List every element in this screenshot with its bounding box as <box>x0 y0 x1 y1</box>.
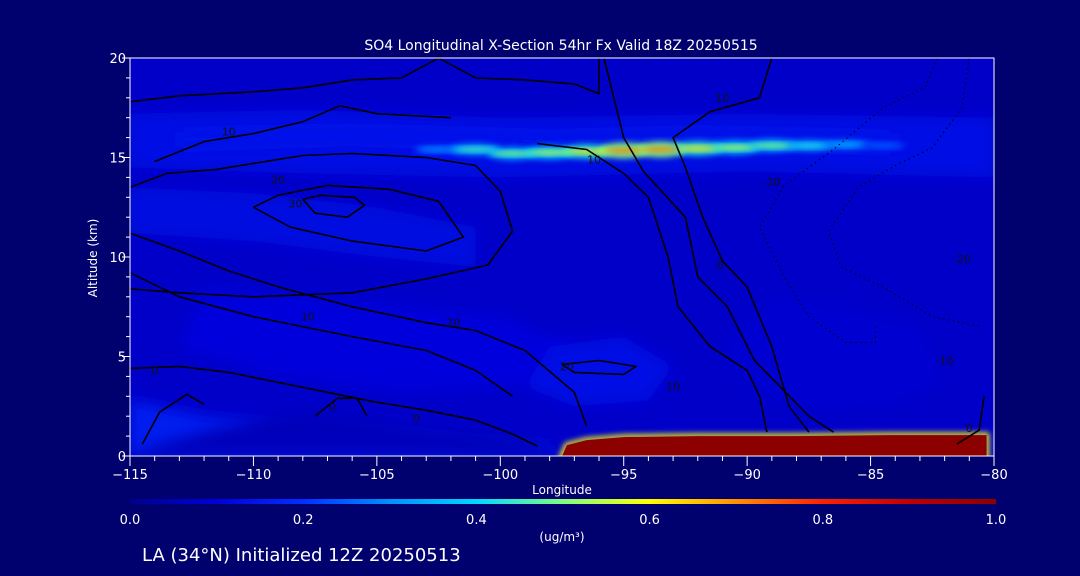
colorbar-tick-label: 0.2 <box>293 513 314 528</box>
y-axis: 0 5 10 15 20 <box>109 52 130 465</box>
colorbar: 0.0 0.2 0.4 0.6 0.8 1.0 (ug/m³) <box>120 499 1007 544</box>
contour-line <box>130 58 600 103</box>
surface-layer-fill <box>562 435 987 456</box>
initialization-footer: LA (34°N) Initialized 12Z 20250513 <box>142 545 461 566</box>
band-core <box>751 143 792 149</box>
x-tick-label: −105 <box>359 468 395 483</box>
x-tick-label: −95 <box>610 468 637 483</box>
colorbar-tick-label: 0.8 <box>812 513 833 528</box>
y-tick-label: 5 <box>118 351 126 366</box>
fill-region <box>179 286 575 393</box>
colorbar-ticks: 0.0 0.2 0.4 0.6 0.8 1.0 <box>120 513 1007 528</box>
x-tick-label: −100 <box>482 468 518 483</box>
band-core <box>455 147 496 152</box>
band-core <box>788 143 829 149</box>
colorbar-bar <box>130 499 996 504</box>
colorbar-units-label: (ug/m³) <box>539 530 584 544</box>
temperature-contours <box>130 58 985 447</box>
contour-label: 20 <box>271 173 285 186</box>
contour-line <box>154 105 451 163</box>
contour-line <box>253 184 465 252</box>
contour-label: 20 <box>446 317 460 330</box>
fill-region <box>525 336 674 407</box>
contour-line <box>141 393 205 445</box>
x-axis-label: Longitude <box>532 483 592 497</box>
contour-label: -10 <box>936 355 954 368</box>
contour-line <box>759 58 938 344</box>
contour-label: 10 <box>716 92 730 105</box>
y-tick-label: 0 <box>118 450 126 465</box>
contour-label: 10 <box>666 380 680 393</box>
fill-region <box>722 296 945 409</box>
x-tick-label: −85 <box>857 468 884 483</box>
contour-label: 20 <box>560 360 574 373</box>
band-core <box>492 151 533 156</box>
fill-region <box>130 187 476 267</box>
contour-label: 10 <box>587 154 601 167</box>
band-core <box>603 148 644 153</box>
contour-label: 0 <box>151 364 158 377</box>
contour-label: 0 <box>329 400 336 413</box>
x-tick-label: −90 <box>733 468 760 483</box>
contour-label: 0 <box>413 412 420 425</box>
contour-line <box>314 397 368 417</box>
contour-label: -20 <box>953 253 971 266</box>
y-axis-label: Altitude (km) <box>86 219 100 298</box>
contour-line <box>561 359 637 376</box>
x-axis: −115 −110 −105 −100 −95 −90 −85 −80 <box>112 456 1008 483</box>
contour-line <box>130 365 538 447</box>
band-core <box>714 145 755 151</box>
x-tick-label: −110 <box>236 468 272 483</box>
band-core <box>825 142 866 148</box>
band-core <box>640 147 681 152</box>
contour-line <box>130 152 514 298</box>
contour-line <box>603 58 834 433</box>
band-core <box>418 147 459 152</box>
contour-label: 10 <box>222 126 236 139</box>
colorbar-tick-label: 0.4 <box>466 513 487 528</box>
contour-label: 0 <box>717 259 724 272</box>
chart-title: SO4 Longitudinal X-Section 54hr Fx Valid… <box>364 38 757 54</box>
contour-line <box>302 194 366 218</box>
band-core <box>677 146 718 151</box>
colorbar-tick-label: 1.0 <box>986 513 1007 528</box>
band-core <box>529 150 570 155</box>
colorbar-tick-label: 0.6 <box>639 513 660 528</box>
contour-label: 10 <box>301 311 315 324</box>
concentration-fill <box>130 58 994 456</box>
contour-label: -10 <box>763 175 781 188</box>
upper-level-band <box>412 139 909 160</box>
surface-layer <box>559 432 990 456</box>
contour-label: 0 <box>966 422 973 435</box>
contour-line <box>672 58 810 433</box>
contour-line <box>130 272 514 397</box>
contour-label: 30 <box>288 197 302 210</box>
fill-region <box>130 412 550 456</box>
y-tick-label: 10 <box>109 251 126 266</box>
contour-line <box>956 396 985 445</box>
colorbar-tick-label: 0.0 <box>120 513 141 528</box>
y-tick-label: 15 <box>109 152 126 167</box>
contour-line <box>130 232 588 427</box>
y-tick-label: 20 <box>109 52 126 67</box>
x-tick-label: −115 <box>112 468 148 483</box>
band-core <box>862 143 903 149</box>
contour-line <box>828 58 982 328</box>
band-core <box>566 149 607 154</box>
contour-line <box>537 142 768 433</box>
x-tick-label: −80 <box>980 468 1007 483</box>
